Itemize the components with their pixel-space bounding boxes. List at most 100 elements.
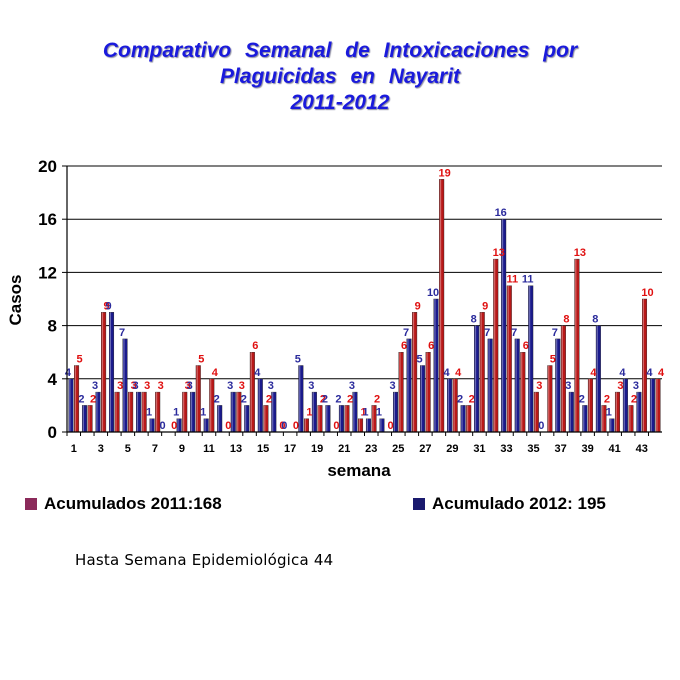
bar-2012-highlight: [434, 299, 436, 432]
bar-2012-highlight: [353, 392, 355, 432]
x-tick-label: 43: [636, 443, 648, 455]
data-label-2012: 7: [484, 327, 490, 339]
y-tick-label: 0: [48, 423, 57, 442]
bar-2012-highlight: [556, 338, 558, 432]
data-label-2011: 2: [266, 393, 272, 405]
legend-item-2012: Acumulado 2012: 195: [413, 494, 606, 514]
data-label-2012: 1: [376, 407, 382, 419]
data-label-2011: 5: [198, 354, 204, 366]
x-tick-label: 7: [152, 443, 158, 455]
bars: [68, 179, 661, 433]
x-tick-label: 13: [230, 443, 242, 455]
bar-2011-highlight: [561, 325, 563, 432]
data-label-2012: 7: [552, 327, 558, 339]
bar-2011-highlight: [453, 378, 455, 432]
data-label-2011: 13: [574, 247, 586, 259]
bar-2012-highlight: [474, 325, 477, 432]
bar-2012-highlight: [515, 338, 517, 432]
data-label-2011: 9: [415, 300, 421, 312]
data-label-2011: 3: [185, 380, 191, 392]
x-tick-label: 15: [257, 443, 269, 455]
data-label-2012: 3: [308, 380, 314, 392]
chart-title-line-1: Comparativo Semanal de Intoxicaciones po…: [102, 39, 578, 62]
data-label-2011: 4: [212, 367, 219, 379]
x-axis-label: semana: [327, 461, 391, 480]
x-tick-label: 35: [527, 443, 539, 455]
y-tick-label: 4: [48, 370, 58, 389]
data-label-2011: 3: [617, 380, 623, 392]
data-label-2012: 4: [619, 367, 626, 379]
bar-2011-highlight: [264, 405, 266, 432]
bar-2011-highlight: [399, 352, 401, 432]
bar-2012-highlight: [82, 405, 84, 432]
data-label-2011: 4: [455, 367, 462, 379]
gridlines: [67, 165, 662, 380]
data-label-2012: 2: [579, 393, 585, 405]
bar-2011-highlight: [74, 365, 77, 432]
data-label-2012: 3: [633, 380, 639, 392]
data-label-2011: 9: [104, 300, 110, 312]
bar-2011-highlight: [115, 392, 117, 432]
data-label-2012: 4: [65, 367, 72, 379]
data-label-2012: 1: [173, 407, 179, 419]
data-label-2012: 0: [160, 420, 166, 432]
data-label-2011: 4: [590, 367, 597, 379]
bar-2012-highlight: [407, 338, 409, 432]
bar-2011-highlight: [183, 392, 185, 432]
bar-2012-highlight: [447, 378, 450, 432]
bar-2012-highlight: [529, 285, 531, 432]
bar-2012-highlight: [366, 418, 368, 432]
bar-2012-highlight: [272, 392, 274, 432]
bar-2012-highlight: [420, 365, 423, 432]
x-tick-label: 37: [554, 443, 566, 455]
bar-2011-highlight: [412, 312, 415, 432]
bar-2012-highlight: [218, 405, 220, 432]
bar-2012-highlight: [623, 378, 625, 432]
bar-2012-highlight: [339, 405, 341, 432]
data-label-2011: 2: [320, 393, 326, 405]
data-label-2011: 5: [76, 354, 82, 366]
bar-2012-highlight: [380, 418, 382, 432]
bar-2011-highlight: [575, 259, 577, 432]
data-label-2011: 3: [117, 380, 123, 392]
data-label-2012: 3: [565, 380, 571, 392]
bar-2011-highlight: [304, 418, 306, 432]
bar-2011-highlight: [480, 312, 482, 432]
bar-2011-highlight: [101, 312, 104, 432]
x-tick-label: 25: [392, 443, 404, 455]
bar-2011-highlight: [534, 392, 536, 432]
x-tick-label: 1: [71, 443, 77, 455]
x-tick-label: 11: [203, 443, 215, 455]
x-tick-label: 21: [338, 443, 350, 455]
bar-2011-highlight: [250, 352, 252, 432]
bar-2011-highlight: [588, 378, 590, 432]
data-label-2012: 11: [522, 274, 534, 286]
bar-2012-highlight: [204, 418, 206, 432]
footnote: Hasta Semana Epidemiológica 44: [75, 551, 334, 569]
bar-2012-highlight: [123, 338, 125, 432]
x-tick-label: 39: [582, 443, 594, 455]
data-label-2012: 3: [133, 380, 139, 392]
data-label-2011: 3: [239, 380, 245, 392]
chart-title-line-3: 2011-2012: [290, 91, 390, 114]
bar-2012-highlight: [258, 378, 260, 432]
y-tick-label: 12: [38, 263, 57, 282]
y-tick-label: 8: [48, 317, 57, 336]
data-label-2011: 2: [604, 393, 610, 405]
data-label-2011: 11: [506, 274, 518, 286]
legend-label-2012: Acumulado 2012: 195: [432, 494, 606, 513]
data-label-2012: 3: [187, 380, 193, 392]
data-label-2012: 4: [646, 367, 653, 379]
bar-2011-highlight: [358, 418, 361, 432]
bar-2012-highlight: [69, 378, 71, 432]
x-tick-label: 17: [284, 443, 296, 455]
bar-2011-highlight: [210, 378, 212, 432]
legend-swatch-2012: [413, 498, 425, 510]
bar-2012-highlight: [461, 405, 463, 432]
data-label-2012: 3: [349, 380, 355, 392]
data-label-2012: 3: [227, 380, 233, 392]
legend-item-2011: Acumulados 2011:168: [25, 494, 222, 514]
bar-2011-highlight: [372, 405, 374, 432]
data-label-2012: 5: [295, 354, 301, 366]
bar-2011-highlight: [629, 405, 631, 432]
